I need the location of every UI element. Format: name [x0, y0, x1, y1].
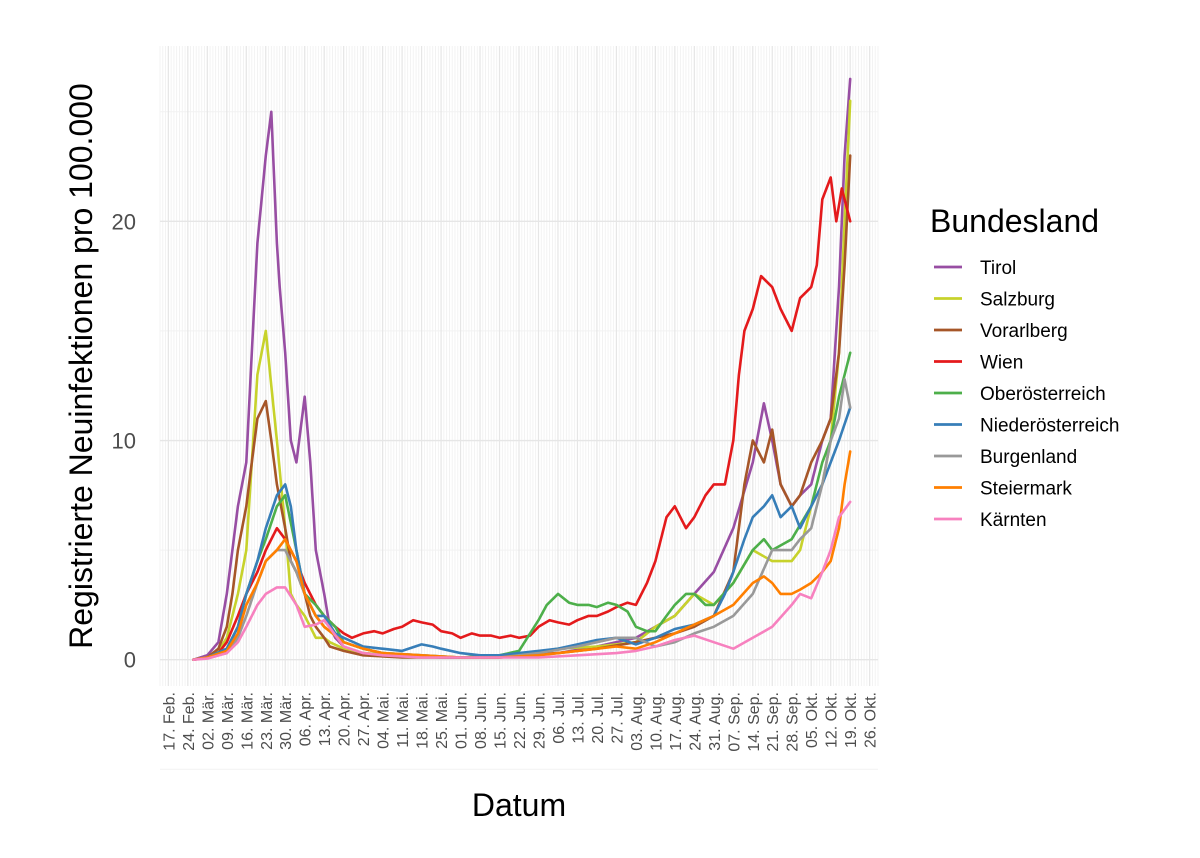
x-tick-label: 26. Okt.	[863, 692, 880, 748]
x-tick-label: 17. Aug.	[668, 692, 685, 751]
x-tick-label: 28. Sep.	[785, 692, 802, 752]
x-tick-label: 06. Jul.	[551, 692, 568, 744]
legend-label: Oberösterreich	[980, 384, 1106, 405]
x-tick-label: 10. Aug.	[648, 692, 665, 751]
x-tick-label: 11. Mai.	[395, 692, 412, 748]
x-tick-label: 18. Mai.	[415, 692, 432, 749]
x-tick-label: 13. Apr.	[317, 692, 334, 746]
grid-minor	[159, 46, 879, 770]
x-tick-label: 30. Mär.	[278, 692, 295, 750]
x-tick-label: 02. Mär.	[200, 692, 217, 750]
x-tick-label: 14. Sep.	[746, 692, 763, 752]
x-tick-label: 16. Mär.	[239, 692, 256, 750]
legend-label: Salzburg	[980, 290, 1055, 311]
x-tick-label: 25. Mai.	[434, 692, 451, 749]
y-tick-label: 0	[124, 648, 136, 673]
y-axis-ticks: 0 10 20	[112, 209, 136, 672]
x-tick-label: 21. Sep.	[765, 692, 782, 752]
x-tick-label: 19. Okt.	[843, 692, 860, 748]
legend-label: Steiermark	[980, 479, 1072, 500]
series-lines	[192, 77, 852, 661]
x-tick-label: 03. Aug.	[629, 692, 646, 751]
x-tick-label: 12. Okt.	[824, 692, 841, 748]
legend-title: Bundesland	[930, 203, 1099, 239]
series-line-kärnten	[192, 500, 852, 661]
x-axis-ticks: 17. Feb. 24. Feb. 02. Mär. 09. Mär. 16. Mär.…	[161, 692, 879, 752]
x-axis-title: Datum	[472, 787, 566, 823]
series-line-oberösterreich	[192, 351, 852, 661]
x-tick-label: 08. Jun.	[473, 692, 490, 749]
series-line-niederösterreich	[192, 406, 852, 661]
series-line-steiermark	[192, 450, 852, 661]
legend-label: Kärnten	[980, 510, 1047, 531]
x-tick-label: 07. Sep.	[726, 692, 743, 752]
x-tick-label: 22. Jun.	[512, 692, 529, 749]
legend-label: Vorarlberg	[980, 321, 1068, 342]
legend-label: Tirol	[980, 258, 1016, 279]
x-tick-label: 20. Jul.	[590, 692, 607, 744]
legend-items: Tirol Salzburg Vorarlberg Wien Oberösterreic…	[934, 258, 1119, 531]
grid-major	[160, 46, 878, 686]
x-tick-label: 24. Aug.	[687, 692, 704, 751]
x-tick-label: 29. Jun.	[532, 692, 549, 749]
x-tick-label: 15. Jun.	[493, 692, 510, 749]
x-tick-label: 24. Feb.	[181, 692, 198, 751]
x-tick-label: 09. Mär.	[220, 692, 237, 750]
x-tick-label: 05. Okt.	[804, 692, 821, 748]
x-tick-label: 27. Jul.	[609, 692, 626, 744]
y-axis-title: Registrierte Neuinfektionen pro 100.000	[63, 83, 99, 649]
x-tick-label: 06. Apr.	[298, 692, 315, 746]
y-tick-label: 20	[112, 209, 136, 234]
y-tick-label: 10	[112, 429, 136, 454]
legend-label: Wien	[980, 353, 1023, 374]
legend: Bundesland Tirol Salzburg Vorarlberg Wien Ob…	[930, 203, 1119, 531]
legend-label: Burgenland	[980, 447, 1077, 468]
x-tick-label: 23. Mär.	[259, 692, 276, 750]
x-tick-label: 01. Jun.	[454, 692, 471, 749]
legend-label: Niederösterreich	[980, 416, 1119, 437]
x-tick-label: 31. Aug.	[707, 692, 724, 751]
x-tick-label: 13. Jul.	[570, 692, 587, 744]
series-line-wien	[192, 176, 852, 661]
x-tick-label: 20. Apr.	[337, 692, 354, 746]
x-tick-label: 04. Mai.	[376, 692, 393, 749]
x-tick-label: 17. Feb.	[161, 692, 178, 751]
x-tick-label: 27. Apr.	[356, 692, 373, 746]
